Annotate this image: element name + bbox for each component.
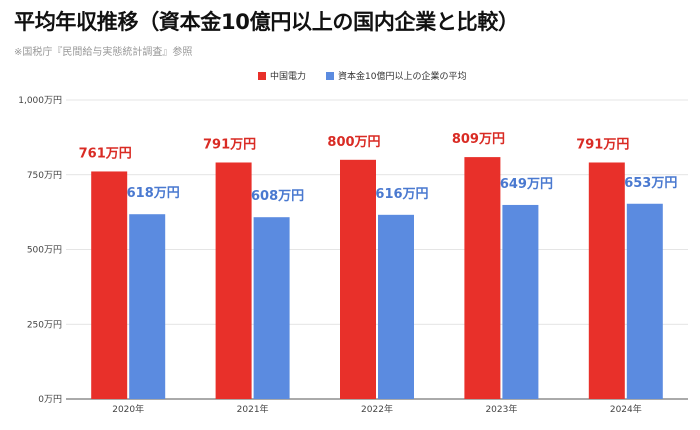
x-tick-label: 2024年 [610, 403, 642, 415]
x-tick-label: 2023年 [485, 403, 517, 415]
bar-chugoku-electric [91, 171, 128, 399]
data-label: 618万円 [127, 186, 180, 201]
data-label: 809万円 [452, 132, 505, 147]
chart-title: 平均年収推移（資本金10億円以上の国内企業と比較） [14, 10, 519, 34]
bar-large-company-average [626, 203, 663, 399]
data-label: 653万円 [624, 176, 677, 191]
x-tick-label: 2021年 [237, 403, 269, 415]
bar-large-company-average [378, 214, 414, 399]
data-label: 608万円 [251, 189, 304, 204]
y-tick-label: 750万円 [27, 170, 62, 181]
bar-chugoku-electric [588, 162, 625, 399]
bar-chugoku-electric [340, 159, 376, 399]
bar-large-company-average [502, 204, 539, 399]
data-label: 761万円 [79, 146, 132, 161]
x-tick-label: 2022年 [361, 403, 393, 415]
y-tick-label: 250万円 [27, 319, 62, 330]
x-tick-label: 2020年 [112, 403, 144, 415]
legend-swatch [326, 72, 334, 80]
chart-source-note: ※国税庁『民間給与実態統計調査』参照 [14, 47, 193, 58]
data-label: 649万円 [500, 177, 553, 192]
data-label: 800万円 [327, 135, 380, 150]
data-label: 791万円 [576, 137, 629, 152]
data-label: 616万円 [375, 187, 428, 202]
y-tick-label: 1,000万円 [18, 95, 62, 106]
y-tick-label: 0万円 [38, 394, 62, 405]
legend-label: 中国電力 [270, 70, 306, 82]
legend-label: 資本金10億円以上の企業の平均 [338, 70, 466, 82]
legend-swatch [258, 72, 266, 80]
y-tick-label: 500万円 [27, 245, 62, 256]
bar-large-company-average [129, 214, 166, 399]
bar-chugoku-electric [464, 157, 501, 399]
data-label: 791万円 [203, 137, 256, 152]
bar-chugoku-electric [215, 162, 252, 399]
bar-large-company-average [253, 217, 290, 399]
